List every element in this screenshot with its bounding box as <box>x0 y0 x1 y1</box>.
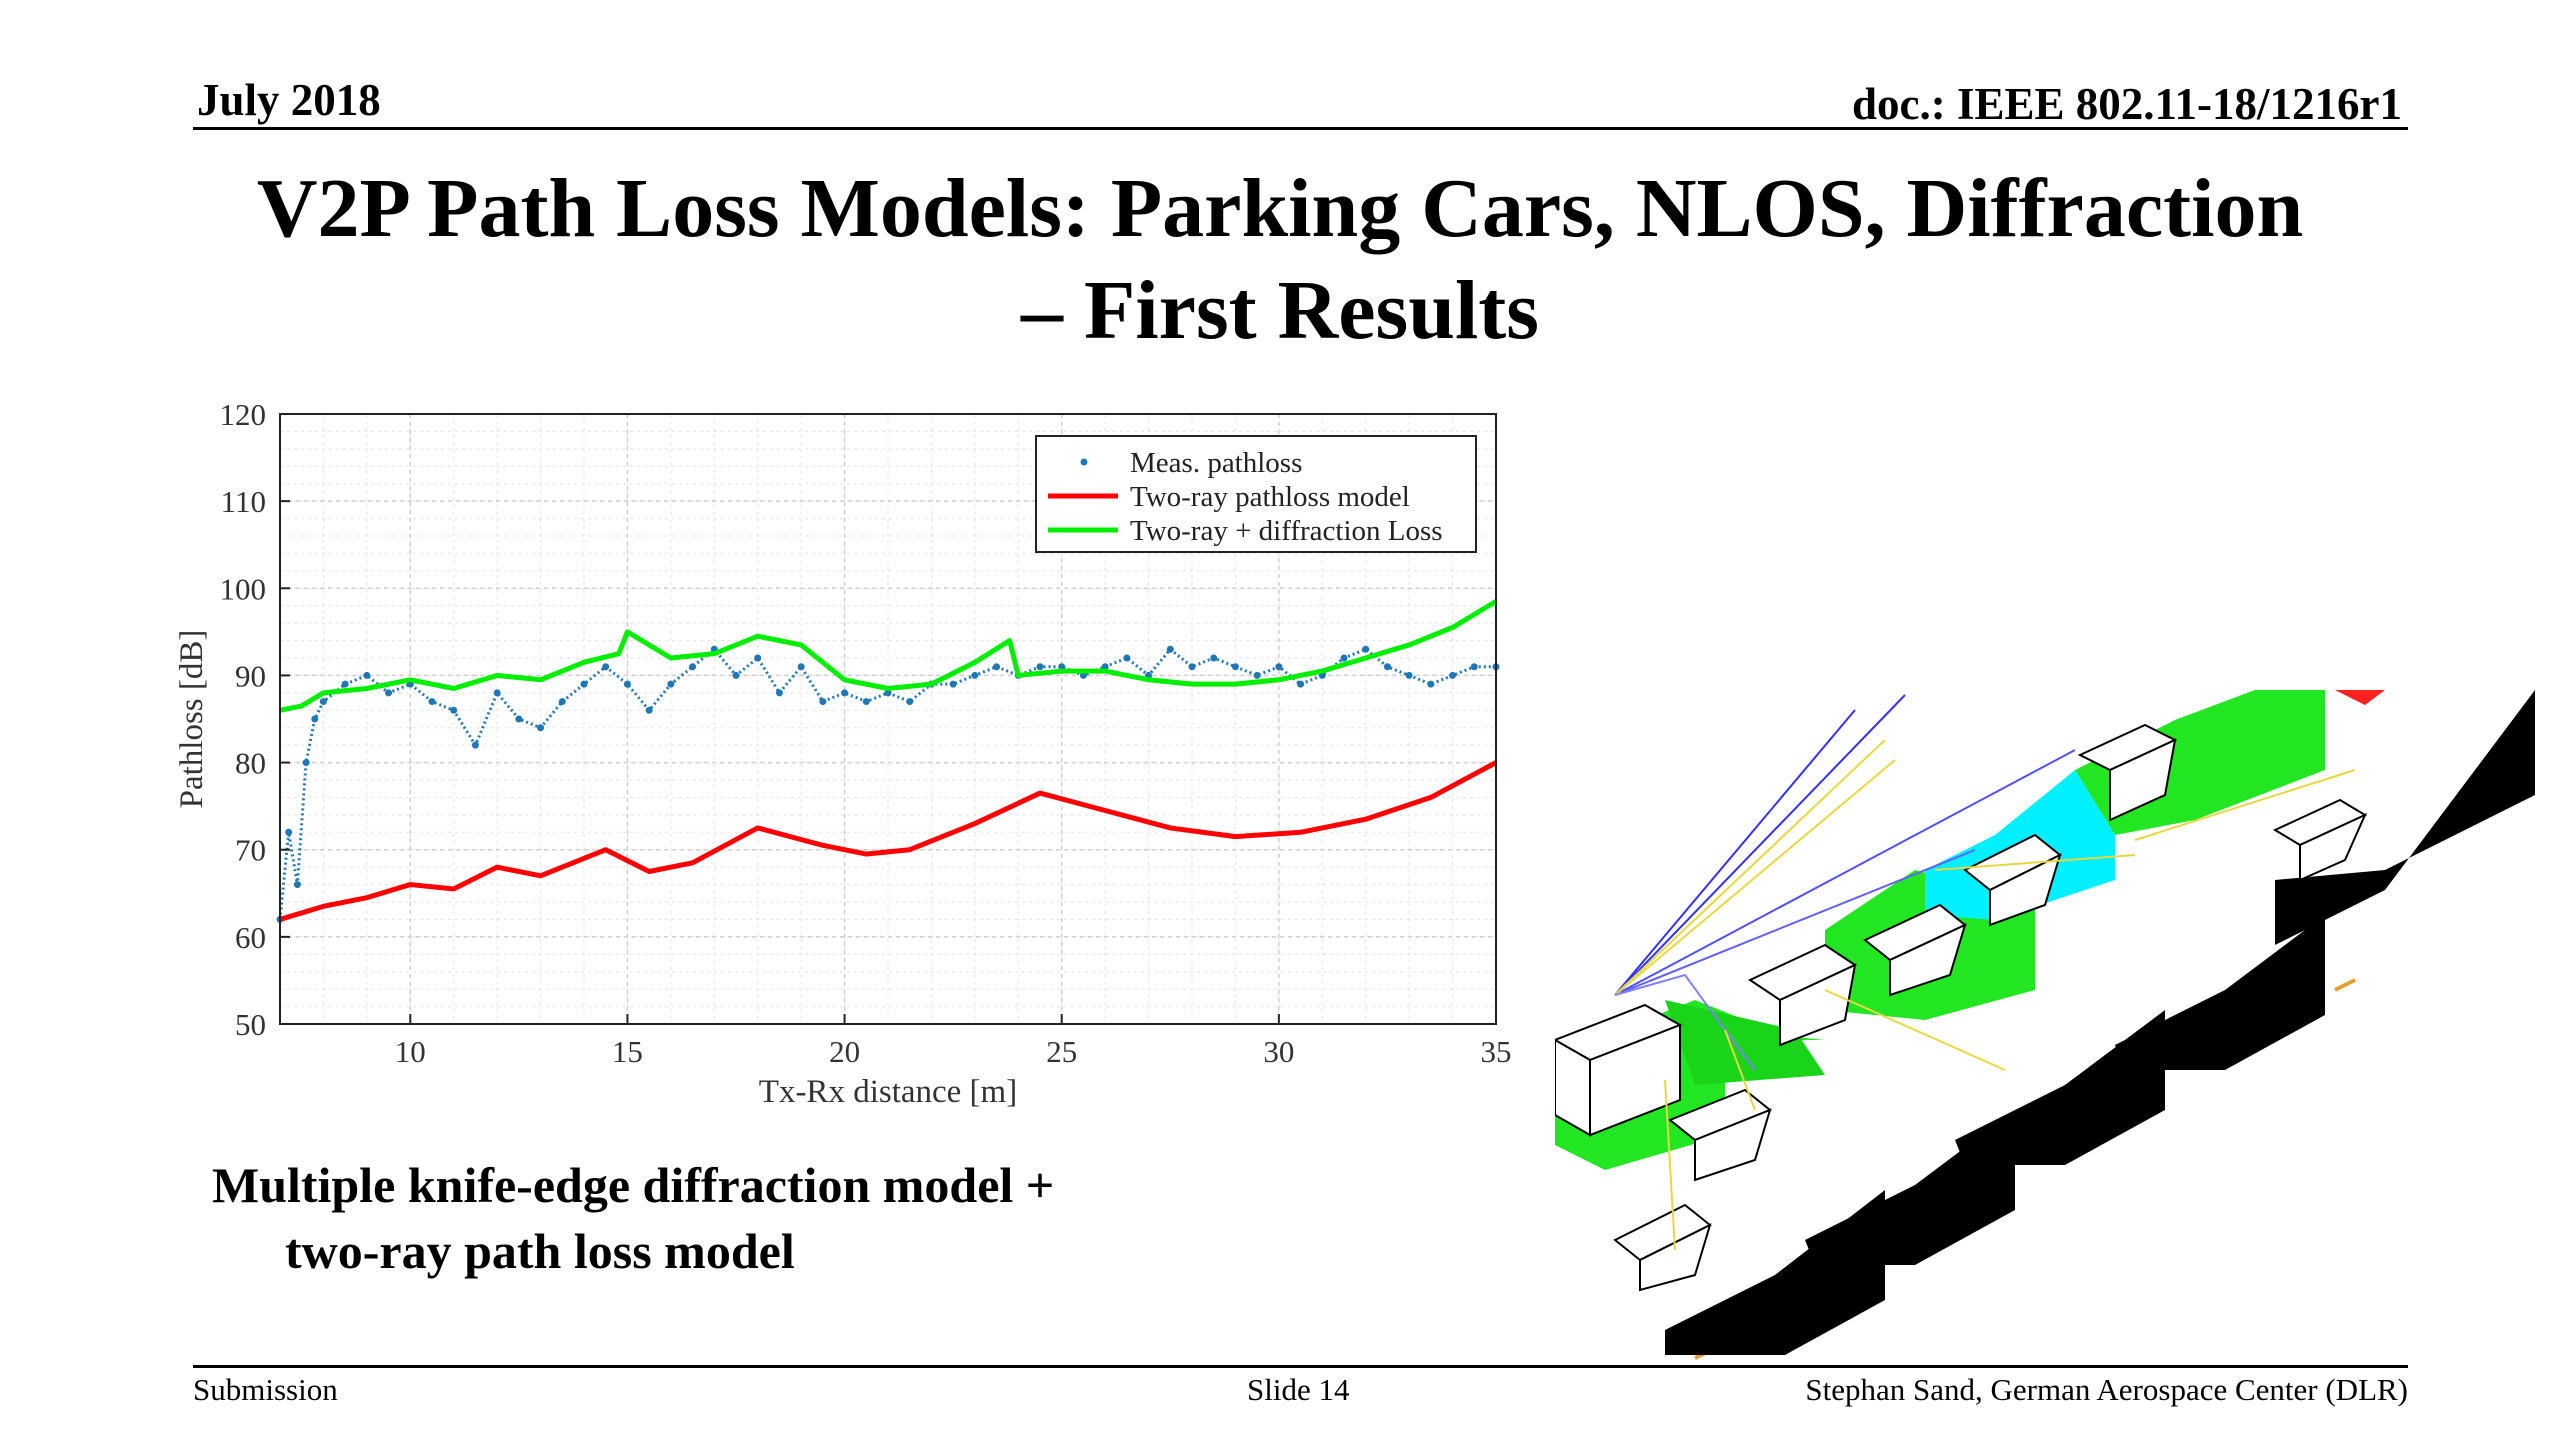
caption-line1: Multiple knife-edge diffraction model + <box>212 1157 1055 1213</box>
meas-point <box>645 706 653 714</box>
meas-point <box>428 698 436 706</box>
y-tick-label: 70 <box>235 833 266 868</box>
x-tick-label: 15 <box>612 1034 643 1069</box>
legend-label: Two-ray + diffraction Loss <box>1130 515 1443 547</box>
meas-point <box>1449 671 1457 679</box>
x-tick-label: 10 <box>395 1034 426 1069</box>
x-tick-label: 35 <box>1481 1034 1512 1069</box>
footer-divider <box>193 1365 2408 1368</box>
header-date: July 2018 <box>197 75 381 125</box>
ticks: 10 15 20 25 30 35 50 60 70 80 90 100 110 120 <box>220 397 1512 1069</box>
series-2 <box>279 760 1498 922</box>
y-tick-label: 80 <box>235 746 266 781</box>
slide-title: V2P Path Loss Models: Parking Cars, NLOS… <box>0 158 2560 362</box>
pathloss-chart: 10 15 20 25 30 35 50 60 70 80 90 100 110 120 Tx-Rx dis… <box>174 397 1512 1110</box>
meas-point <box>1231 663 1239 671</box>
red-block <box>2335 690 2385 705</box>
footer-slide-number: Slide 14 <box>1247 1372 1350 1407</box>
slide-title-line1: V2P Path Loss Models: Parking Cars, NLOS… <box>256 162 2304 255</box>
black-blocks <box>1665 690 2535 1355</box>
y-axis-label: Pathloss [dB] <box>174 630 210 809</box>
meas-point <box>302 759 310 767</box>
axes-frame <box>279 413 1497 1025</box>
legend-label: Two-ray pathloss model <box>1130 481 1410 513</box>
caption: Multiple knife-edge diffraction model + … <box>212 1152 1054 1284</box>
series-line <box>279 760 1498 922</box>
y-tick-label: 50 <box>235 1007 266 1042</box>
y-tick-label: 90 <box>235 658 266 693</box>
y-tick-label: 120 <box>220 397 267 432</box>
y-tick-label: 110 <box>221 484 266 519</box>
meas-point <box>515 715 523 723</box>
meas-point <box>775 689 783 697</box>
series-1 <box>276 645 1500 923</box>
meas-trace <box>278 647 1496 920</box>
caption-line2: two-ray path loss model <box>285 1223 795 1279</box>
meas-point <box>580 680 588 688</box>
x-tick-label: 30 <box>1263 1034 1294 1069</box>
white-boxes <box>1555 723 2368 1292</box>
legend-marker <box>1080 458 1088 466</box>
meas-point <box>558 698 566 706</box>
x-axis-label: Tx-Rx distance [m] <box>759 1074 1017 1110</box>
header-doc-id: doc.: IEEE 802.11-18/1216r1 <box>1851 79 2402 129</box>
series-line <box>279 599 1498 713</box>
footer-author: Stephan Sand, German Aerospace Center (D… <box>1805 1372 2408 1407</box>
slide-title-line2: – First Results <box>1021 264 1539 357</box>
parking-cars-3d-scene <box>1555 690 2535 1360</box>
footer-submission: Submission <box>193 1372 338 1407</box>
meas-point <box>285 828 293 836</box>
ray-paths <box>1614 694 2356 1251</box>
header-divider <box>193 127 2408 130</box>
y-tick-label: 100 <box>220 571 267 606</box>
y-tick-label: 60 <box>235 920 266 955</box>
series-3 <box>279 599 1498 713</box>
meas-point <box>1101 663 1109 671</box>
meas-point <box>884 689 892 697</box>
legend-label: Meas. pathloss <box>1130 447 1302 479</box>
x-tick-label: 20 <box>829 1034 860 1069</box>
x-tick-label: 25 <box>1046 1034 1077 1069</box>
